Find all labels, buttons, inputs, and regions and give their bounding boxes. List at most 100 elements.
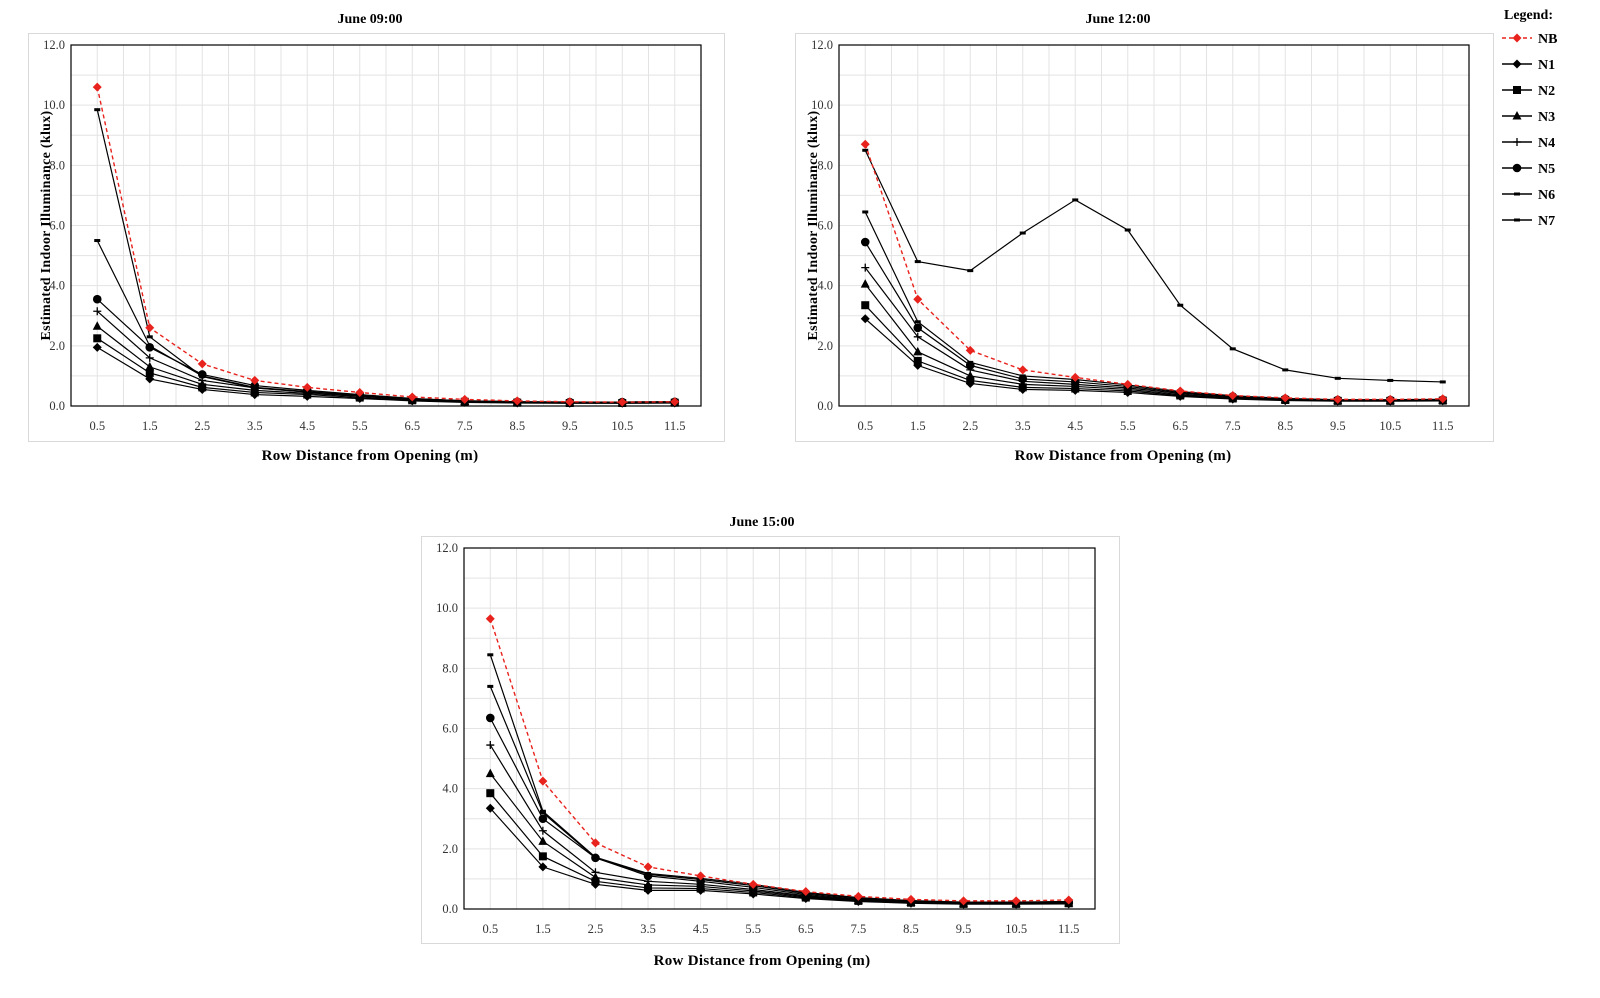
data-point-n7 bbox=[645, 872, 652, 876]
chart-title-0900: June 09:00 bbox=[337, 12, 403, 27]
y-tick-label: 12.0 bbox=[43, 38, 65, 52]
data-point-n1 bbox=[860, 314, 870, 324]
y-tick-label: 0.0 bbox=[442, 902, 458, 916]
data-point-n6 bbox=[862, 210, 869, 214]
chart-1200: 0.0 2.0 4.0 6.0 8.0 10.0 12.0 0.5 1.5 2.5 3.5 4.5 5.… bbox=[795, 33, 1494, 442]
data-point-nb bbox=[197, 359, 207, 369]
data-point-n6 bbox=[146, 344, 153, 348]
data-point-n6 bbox=[94, 239, 101, 243]
data-point-n2 bbox=[913, 356, 922, 365]
data-point-nb bbox=[959, 896, 969, 906]
data-point-n3 bbox=[860, 279, 870, 288]
data-point-n7 bbox=[487, 653, 494, 657]
y-axis-label: Estimated Indoor Illuminance (klux) bbox=[806, 110, 821, 340]
x-tick-label: 8.5 bbox=[509, 419, 525, 433]
x-tick-label: 0.5 bbox=[857, 419, 873, 433]
legend: Legend: NB N1 N2 N3 N4 N5 N6 N7 bbox=[1498, 8, 1598, 239]
data-point-n2 bbox=[861, 301, 870, 310]
data-point-n6 bbox=[967, 360, 974, 364]
data-point-n3 bbox=[485, 768, 495, 778]
data-point-n2 bbox=[93, 334, 102, 343]
y-tick-label: 0.0 bbox=[817, 399, 833, 413]
data-point-nb bbox=[643, 862, 653, 872]
x-axis-label-1200: Row Distance from Opening (m) bbox=[1014, 448, 1232, 464]
data-point-nb bbox=[145, 323, 155, 333]
y-tick-label: 10.0 bbox=[811, 98, 833, 112]
data-point-nb bbox=[860, 139, 870, 149]
legend-entries: NB N1 N2 N3 N4 N5 N6 N7 bbox=[1502, 32, 1557, 229]
y-tick-label: 6.0 bbox=[817, 219, 833, 233]
data-point-n7 bbox=[914, 260, 921, 264]
y-tick-label: 12.0 bbox=[811, 38, 833, 52]
data-point-n3 bbox=[965, 370, 975, 380]
legend-marker-n7 bbox=[1514, 218, 1520, 222]
data-point-nb bbox=[407, 392, 417, 402]
data-point-n2 bbox=[591, 877, 600, 886]
y-tick-label: 2.0 bbox=[817, 339, 833, 353]
data-point-nb bbox=[302, 382, 312, 392]
data-point-nb bbox=[460, 394, 470, 404]
gridlines bbox=[838, 44, 1470, 407]
x-tick-label: 7.5 bbox=[851, 922, 867, 936]
chart-title-1200: June 12:00 bbox=[1085, 12, 1151, 27]
x-tick-label: 3.5 bbox=[1015, 419, 1031, 433]
chart-1500: 0.0 2.0 4.0 6.0 8.0 10.0 12.0 0.5 1.5 2.5 3.5 4.5 5.… bbox=[421, 536, 1120, 944]
data-point-n7 bbox=[862, 148, 869, 152]
data-point-nb bbox=[92, 82, 102, 92]
legend-label: N6 bbox=[1538, 188, 1555, 203]
legend-marker-n6 bbox=[1514, 192, 1520, 196]
x-tick-label: 3.5 bbox=[640, 922, 656, 936]
x-tick-label: 2.5 bbox=[962, 419, 978, 433]
data-point-nb bbox=[748, 879, 758, 889]
data-point-n7 bbox=[94, 108, 101, 112]
data-point-nb bbox=[1018, 365, 1028, 375]
data-point-n4 bbox=[538, 826, 547, 835]
data-point-n7 bbox=[967, 269, 974, 273]
legend-marker-n1 bbox=[1512, 59, 1522, 69]
x-axis-label-1500: Row Distance from Opening (m) bbox=[653, 953, 871, 969]
x-tick-label: 3.5 bbox=[247, 419, 263, 433]
x-axis-label-0900: Row Distance from Opening (m) bbox=[261, 448, 479, 464]
legend-label: NB bbox=[1538, 32, 1557, 47]
plot-frame bbox=[838, 44, 1470, 407]
series-line-nb bbox=[489, 618, 1069, 902]
x-tick-label: 10.5 bbox=[1005, 922, 1027, 936]
data-point-n4 bbox=[913, 332, 922, 341]
data-point-n3 bbox=[590, 872, 600, 881]
y-tick-label: 2.0 bbox=[442, 842, 458, 856]
x-tick-label: 10.5 bbox=[611, 419, 633, 433]
data-point-n2 bbox=[145, 368, 154, 377]
data-point-nb bbox=[1064, 895, 1074, 905]
chart-0900-plot: 0.0 2.0 4.0 6.0 8.0 10.0 12.0 0.5 1.5 2.5 3.5 4.5 5.… bbox=[39, 38, 702, 433]
y-tick-label: 6.0 bbox=[49, 219, 65, 233]
data-point-n7 bbox=[1387, 378, 1394, 382]
legend-item-nb: NB bbox=[1502, 32, 1557, 47]
data-point-nb bbox=[696, 871, 706, 881]
data-point-n3 bbox=[145, 361, 155, 371]
x-tick-label: 1.5 bbox=[910, 419, 926, 433]
x-tick-label: 10.5 bbox=[1379, 419, 1401, 433]
legend-title: Legend: bbox=[1504, 8, 1553, 23]
data-point-n5 bbox=[538, 814, 548, 824]
legend-label: N4 bbox=[1538, 136, 1555, 151]
y-tick-label: 8.0 bbox=[442, 661, 458, 675]
data-point-n7 bbox=[199, 375, 206, 379]
x-tick-label: 11.5 bbox=[664, 419, 685, 433]
chart-1500-plot: 0.0 2.0 4.0 6.0 8.0 10.0 12.0 0.5 1.5 2.5 3.5 4.5 5.… bbox=[436, 541, 1096, 936]
x-tick-label: 1.5 bbox=[535, 922, 551, 936]
data-point-nb bbox=[853, 891, 863, 901]
data-point-n3 bbox=[92, 321, 102, 330]
data-point-n5 bbox=[860, 237, 870, 247]
data-point-n7 bbox=[1124, 228, 1131, 232]
x-tick-label: 7.5 bbox=[1225, 419, 1241, 433]
x-tick-label: 0.5 bbox=[89, 419, 105, 433]
legend-item-n2: N2 bbox=[1502, 84, 1555, 99]
y-tick-label: 10.0 bbox=[43, 98, 65, 112]
legend-label: N2 bbox=[1538, 84, 1555, 99]
data-point-n7 bbox=[1177, 303, 1184, 307]
chart-title-1500: June 15:00 bbox=[729, 515, 795, 530]
data-point-n7 bbox=[304, 390, 311, 394]
data-point-n7 bbox=[1072, 198, 1079, 202]
y-axis-label: Estimated Indoor Illuminance (klux) bbox=[39, 110, 54, 340]
data-point-nb bbox=[1123, 379, 1133, 389]
